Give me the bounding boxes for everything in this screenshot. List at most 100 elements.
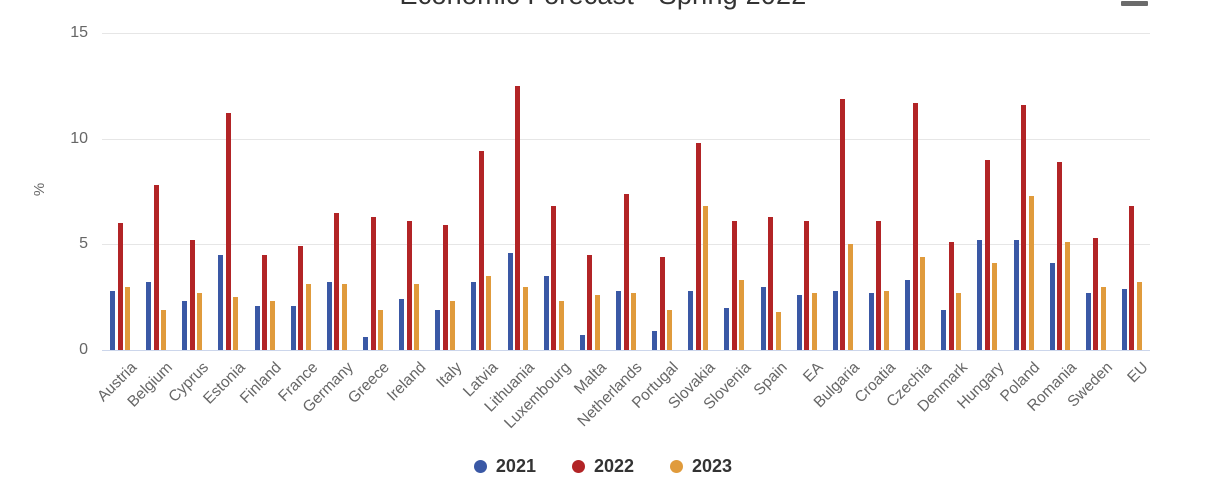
bar-austria-2022[interactable] bbox=[117, 223, 123, 350]
x-axis-label-spain: Spain bbox=[750, 359, 791, 400]
bar-greece-2023[interactable] bbox=[378, 309, 384, 350]
bar-ireland-2021[interactable] bbox=[399, 299, 405, 350]
bar-finland-2022[interactable] bbox=[262, 254, 268, 350]
bar-ireland-2022[interactable] bbox=[406, 221, 412, 350]
bar-cyprus-2022[interactable] bbox=[189, 240, 195, 350]
legend-item-2023[interactable]: 2023 bbox=[670, 456, 732, 477]
bar-ea-2023[interactable] bbox=[811, 292, 817, 350]
bar-romania-2023[interactable] bbox=[1064, 242, 1070, 350]
bar-luxembourg-2023[interactable] bbox=[558, 301, 564, 350]
legend-swatch-2022 bbox=[571, 460, 585, 473]
bar-germany-2023[interactable] bbox=[341, 284, 347, 350]
bar-estonia-2022[interactable] bbox=[225, 113, 231, 350]
bar-denmark-2022[interactable] bbox=[948, 242, 954, 350]
bar-romania-2021[interactable] bbox=[1049, 263, 1055, 350]
bar-luxembourg-2021[interactable] bbox=[543, 276, 549, 350]
bar-slovakia-2022[interactable] bbox=[695, 142, 701, 350]
bar-luxembourg-2022[interactable] bbox=[551, 206, 557, 350]
chart-title: Economic Forecast - Spring 2022 bbox=[0, 0, 1206, 11]
bar-spain-2023[interactable] bbox=[775, 311, 781, 350]
bar-ea-2021[interactable] bbox=[796, 295, 802, 350]
bar-austria-2023[interactable] bbox=[125, 286, 131, 350]
bar-belgium-2021[interactable] bbox=[146, 282, 152, 350]
bar-denmark-2021[interactable] bbox=[941, 309, 947, 350]
bar-france-2021[interactable] bbox=[290, 305, 296, 350]
bar-eu-2021[interactable] bbox=[1121, 288, 1127, 350]
bar-finland-2023[interactable] bbox=[269, 301, 275, 350]
bar-cyprus-2021[interactable] bbox=[182, 301, 188, 350]
bar-latvia-2023[interactable] bbox=[486, 276, 492, 350]
bar-finland-2021[interactable] bbox=[254, 305, 260, 350]
bar-estonia-2021[interactable] bbox=[218, 254, 224, 350]
legend: 2021 2022 2023 bbox=[0, 456, 1206, 477]
bar-latvia-2021[interactable] bbox=[471, 282, 477, 350]
bar-hungary-2023[interactable] bbox=[992, 263, 998, 350]
bar-slovakia-2021[interactable] bbox=[688, 290, 694, 350]
bar-estonia-2023[interactable] bbox=[233, 297, 239, 350]
y-tick-label: 10 bbox=[70, 129, 88, 147]
bar-lithuania-2023[interactable] bbox=[522, 286, 528, 350]
bar-france-2023[interactable] bbox=[305, 284, 311, 350]
bar-slovenia-2022[interactable] bbox=[731, 221, 737, 350]
bar-eu-2022[interactable] bbox=[1129, 206, 1135, 350]
bar-ireland-2023[interactable] bbox=[414, 284, 420, 350]
bar-belgium-2022[interactable] bbox=[153, 185, 159, 350]
bar-poland-2023[interactable] bbox=[1028, 195, 1034, 350]
legend-item-2021[interactable]: 2021 bbox=[473, 456, 536, 477]
bar-sweden-2021[interactable] bbox=[1085, 292, 1091, 350]
bar-latvia-2022[interactable] bbox=[478, 151, 484, 350]
bar-greece-2021[interactable] bbox=[363, 337, 369, 350]
bar-slovenia-2023[interactable] bbox=[739, 280, 745, 350]
bar-spain-2022[interactable] bbox=[768, 216, 774, 350]
bar-croatia-2021[interactable] bbox=[868, 292, 874, 350]
bar-netherlands-2022[interactable] bbox=[623, 193, 629, 350]
bar-malta-2022[interactable] bbox=[587, 254, 593, 350]
bar-romania-2022[interactable] bbox=[1057, 161, 1063, 350]
bar-malta-2021[interactable] bbox=[579, 335, 585, 350]
bar-lithuania-2021[interactable] bbox=[507, 252, 513, 350]
bar-ea-2022[interactable] bbox=[804, 221, 810, 350]
bar-portugal-2023[interactable] bbox=[667, 309, 673, 350]
bar-portugal-2022[interactable] bbox=[659, 257, 665, 350]
hamburger-menu-icon[interactable] bbox=[1121, 0, 1148, 10]
bar-poland-2022[interactable] bbox=[1021, 104, 1027, 350]
bar-bulgaria-2021[interactable] bbox=[832, 290, 838, 350]
bar-slovakia-2023[interactable] bbox=[703, 206, 709, 350]
bar-bulgaria-2023[interactable] bbox=[847, 244, 853, 350]
bar-germany-2021[interactable] bbox=[326, 282, 332, 350]
bar-sweden-2022[interactable] bbox=[1093, 237, 1099, 350]
bar-netherlands-2023[interactable] bbox=[631, 292, 636, 350]
bar-sweden-2023[interactable] bbox=[1100, 286, 1106, 350]
bar-czechia-2023[interactable] bbox=[920, 257, 926, 350]
bar-netherlands-2021[interactable] bbox=[616, 290, 621, 350]
bar-malta-2023[interactable] bbox=[594, 295, 600, 350]
y-tick-label: 5 bbox=[79, 235, 88, 253]
bar-portugal-2021[interactable] bbox=[652, 330, 658, 350]
bar-cyprus-2023[interactable] bbox=[197, 292, 203, 350]
x-axis-label-ireland: Ireland bbox=[383, 359, 430, 405]
bar-czechia-2022[interactable] bbox=[912, 102, 918, 350]
legend-item-2022[interactable]: 2022 bbox=[571, 456, 635, 477]
bar-italy-2022[interactable] bbox=[442, 225, 448, 350]
bar-hungary-2022[interactable] bbox=[984, 159, 990, 350]
bar-eu-2023[interactable] bbox=[1136, 282, 1142, 350]
bar-denmark-2023[interactable] bbox=[956, 292, 962, 350]
bar-czechia-2021[interactable] bbox=[905, 280, 911, 350]
bar-spain-2021[interactable] bbox=[760, 286, 766, 350]
bar-hungary-2021[interactable] bbox=[977, 240, 983, 350]
bar-croatia-2022[interactable] bbox=[876, 221, 882, 350]
bar-italy-2023[interactable] bbox=[450, 301, 456, 350]
bar-france-2022[interactable] bbox=[298, 246, 304, 350]
bar-lithuania-2022[interactable] bbox=[515, 85, 521, 350]
bar-bulgaria-2022[interactable] bbox=[840, 98, 846, 350]
bar-croatia-2023[interactable] bbox=[883, 290, 889, 350]
bar-slovenia-2021[interactable] bbox=[724, 307, 730, 350]
bar-austria-2021[interactable] bbox=[110, 290, 116, 350]
bar-greece-2022[interactable] bbox=[370, 216, 376, 350]
bar-germany-2022[interactable] bbox=[334, 212, 340, 350]
bar-poland-2021[interactable] bbox=[1013, 240, 1019, 350]
legend-label-2022: 2022 bbox=[593, 456, 635, 476]
x-axis-label-eu: EU bbox=[1124, 359, 1152, 387]
bar-belgium-2023[interactable] bbox=[161, 309, 167, 350]
bar-italy-2021[interactable] bbox=[435, 309, 441, 350]
